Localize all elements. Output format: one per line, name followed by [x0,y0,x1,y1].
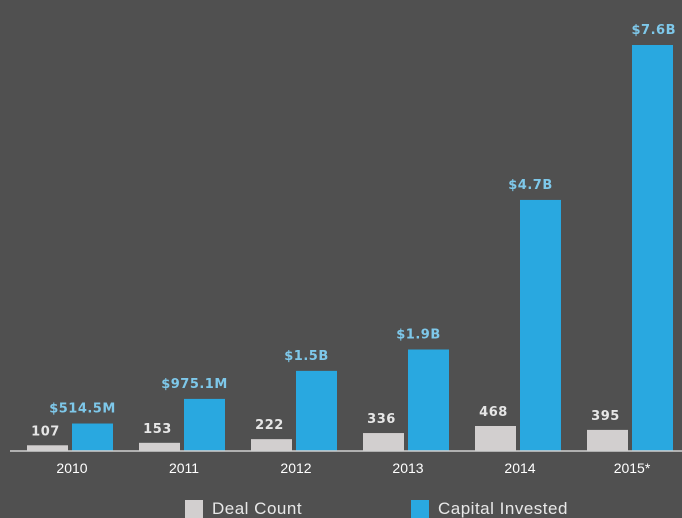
legend-swatch-capital-invested [411,500,429,518]
bar-deal-count-2014 [475,426,516,451]
bar-deal-count-2011 [139,442,180,451]
label-deal-count-2014: 468 [479,405,508,420]
legend-label-deal-count: Deal Count [212,499,302,518]
label-deal-count-2010: 107 [31,424,60,439]
bar-capital-invested-2011 [184,398,225,451]
label-deal-count-2013: 336 [367,412,396,427]
label-capital-invested-2015: $7.6B [632,23,676,38]
legend-swatch-deal-count [185,500,203,518]
label-capital-invested-2011: $975.1M [161,377,228,392]
legend: Deal Count Capital Invested [185,499,568,518]
bar-capital-invested-2013 [408,349,449,451]
x-axis-ticks: 2010 2011 2012 2013 2014 2015* [56,460,650,476]
bar-deal-count-2012 [251,439,292,451]
label-deal-count-2015: 395 [591,409,620,424]
bar-capital-invested-2012 [296,370,337,451]
bars-group: 107 $514.5M 153 $975.1M 222 $1.5B 336 $1.9B 468 $… [27,23,676,451]
label-deal-count-2011: 153 [143,422,172,437]
bar-capital-invested-2015 [632,45,673,451]
x-tick-2014: 2014 [504,460,535,476]
x-tick-2011: 2011 [169,460,199,476]
x-tick-2013: 2013 [392,460,423,476]
x-tick-2012: 2012 [280,460,311,476]
x-tick-2010: 2010 [56,460,87,476]
label-deal-count-2012: 222 [255,418,284,433]
x-tick-2015: 2015* [614,460,651,476]
label-capital-invested-2014: $4.7B [508,178,552,193]
bar-deal-count-2015 [587,429,628,451]
bar-deal-count-2013 [363,433,404,451]
legend-label-capital-invested: Capital Invested [438,499,568,518]
bar-capital-invested-2014 [520,199,561,451]
label-capital-invested-2013: $1.9B [396,328,440,343]
bar-capital-invested-2010 [72,423,113,451]
label-capital-invested-2012: $1.5B [284,349,328,364]
label-capital-invested-2010: $514.5M [49,402,116,417]
bar-deal-count-2010 [27,445,68,451]
